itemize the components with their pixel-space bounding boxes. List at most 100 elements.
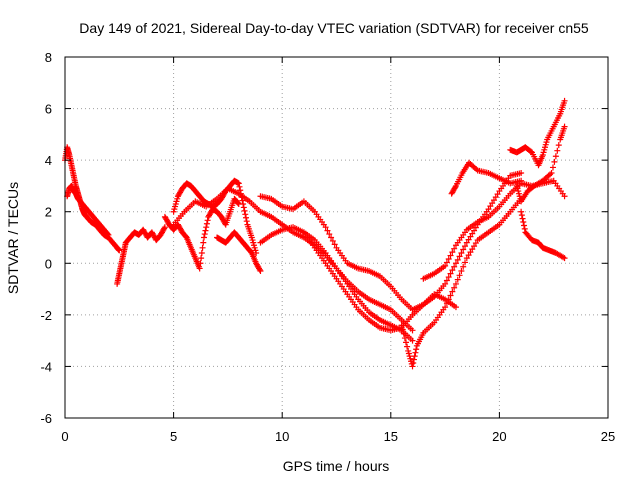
series-track-13 [448,159,525,197]
data-point [329,237,336,244]
data-point [445,296,452,303]
data-point [452,260,459,267]
data-point [324,227,331,234]
data-point [521,225,528,232]
data-point [456,253,463,260]
x-tick-label: 25 [601,429,615,444]
data-point [236,183,243,190]
data-point [465,252,472,259]
data-point [411,353,418,360]
data-point [519,215,526,222]
x-tick-label: 0 [61,429,68,444]
data-point [561,97,568,104]
data-point [197,260,204,267]
data-point [452,304,459,311]
data-point [204,217,211,224]
data-point [472,240,479,247]
x-tick-label: 10 [275,429,289,444]
y-tick-label: 6 [45,102,52,117]
series-track-16 [513,123,568,205]
data-point [552,153,559,160]
data-point [452,280,459,287]
data-point [398,322,405,329]
data-point [116,247,123,254]
data-point [403,339,410,346]
y-tick-label: -4 [40,359,52,374]
data-point [489,200,496,207]
data-point [442,280,449,287]
data-point [518,170,525,177]
data-point [454,256,461,263]
data-point [518,208,525,215]
data-point [196,265,203,272]
data-point [235,180,242,187]
data-point [447,252,454,259]
data-point [554,147,561,154]
x-tick-label: 5 [170,429,177,444]
data-point [404,343,411,350]
grid [65,57,608,418]
data-point [487,203,494,210]
data-point [242,211,249,218]
data-point [203,224,210,231]
series-track-6 [214,229,264,275]
data-point [561,255,568,262]
data-point [198,249,205,256]
data-point [471,243,478,250]
data-point [551,158,558,165]
data-point [105,231,112,238]
data-point [409,337,416,344]
data-point [451,245,458,252]
data-marks [62,97,568,370]
data-point [451,284,458,291]
data-point [555,142,562,149]
data-point [201,231,208,238]
data-point [527,148,534,155]
data-point [256,266,263,273]
data-point [445,274,452,281]
x-tick-label: 15 [384,429,398,444]
data-point [471,227,478,234]
data-point [161,224,168,231]
data-point [467,249,474,256]
data-point [549,164,556,171]
data-point [442,262,449,269]
data-point [518,212,525,219]
data-point [490,197,497,204]
data-point [485,206,492,213]
y-tick-label: -2 [40,308,52,323]
data-point [492,194,499,201]
series-track-2 [64,182,112,238]
series-track-15 [518,208,568,262]
data-point [494,191,501,198]
data-point [241,207,248,214]
data-point [456,272,463,279]
series-track-3 [114,224,168,287]
data-point [561,193,568,200]
series-track-1 [62,144,123,254]
data-point [328,234,335,241]
series-track-10 [300,170,525,334]
data-point [451,263,458,270]
data-point [409,327,416,334]
data-point [447,270,454,277]
data-point [202,227,209,234]
data-point [465,236,472,243]
data-point [449,249,456,256]
data-point [400,330,407,337]
y-tick-label: 8 [45,50,52,65]
series-track-11 [398,195,525,370]
data-point [240,200,247,207]
data-point [235,200,242,207]
data-point [203,220,210,227]
data-point [443,277,450,284]
data-point [520,219,527,226]
data-point [463,255,470,262]
data-point [410,356,417,363]
data-point [462,243,469,250]
data-point [104,231,111,238]
data-point [243,214,249,221]
series-track-9 [257,224,416,344]
data-point [161,225,168,232]
data-point [399,326,406,333]
